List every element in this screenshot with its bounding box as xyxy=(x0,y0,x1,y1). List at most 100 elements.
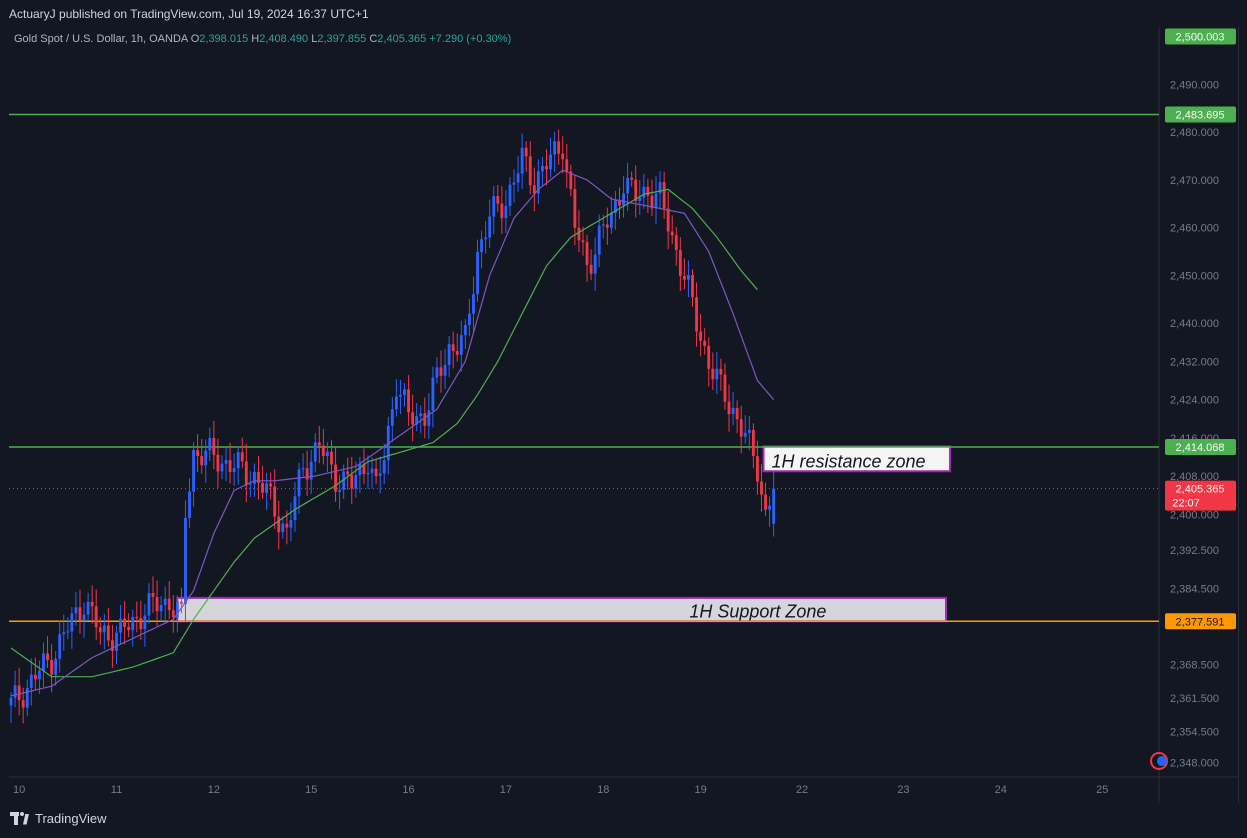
candle xyxy=(687,260,690,298)
candle-body xyxy=(463,324,467,336)
high-label: H xyxy=(251,33,260,45)
candle-body xyxy=(208,437,212,451)
candle-body xyxy=(240,452,244,462)
candle xyxy=(196,434,200,472)
candle xyxy=(159,596,163,622)
candle xyxy=(54,651,58,686)
candle-body xyxy=(439,367,443,376)
candle-body xyxy=(577,227,581,241)
candle-body xyxy=(204,450,208,466)
candle xyxy=(42,642,45,687)
candle xyxy=(658,171,662,208)
moving-average-fast xyxy=(10,169,775,697)
candle-body xyxy=(755,456,759,482)
candle xyxy=(90,585,94,624)
tradingview-logo-icon xyxy=(10,811,30,826)
candle-body xyxy=(46,653,49,661)
candle xyxy=(536,159,540,204)
candle-body xyxy=(98,627,102,633)
candle xyxy=(439,350,443,393)
chart-area[interactable]: 2,490.000 2,480.000 2,470.000 2,460.000 2,45… xyxy=(9,27,1239,803)
y-tick-label: 2,361.500 xyxy=(1170,693,1219,705)
candle-body xyxy=(13,685,17,698)
candle-body xyxy=(573,189,577,228)
candle xyxy=(488,199,492,249)
candle xyxy=(321,428,325,465)
candle xyxy=(119,604,122,645)
candle xyxy=(374,458,378,485)
candle xyxy=(293,482,297,532)
candle xyxy=(244,443,248,503)
candle-body xyxy=(650,195,654,209)
candle xyxy=(50,644,54,693)
candle xyxy=(585,234,589,282)
candle-body xyxy=(678,250,682,276)
candle xyxy=(74,592,78,626)
candle-body xyxy=(545,165,548,170)
price-badge-label: 2,483.695 xyxy=(1176,109,1225,121)
price-badge-bg xyxy=(1165,28,1236,45)
candle-body xyxy=(687,274,690,280)
candle xyxy=(427,393,431,439)
candle-body xyxy=(305,468,309,480)
candle-body xyxy=(751,429,755,457)
close-label: C xyxy=(369,33,378,45)
candle-body xyxy=(196,449,200,457)
candle-body xyxy=(370,468,374,473)
price-chart[interactable]: 2,490.000 2,480.000 2,470.000 2,460.000 2,45… xyxy=(9,27,1238,803)
candle xyxy=(476,239,479,302)
candle-body xyxy=(674,235,678,251)
candle xyxy=(171,595,175,633)
candle-body xyxy=(50,660,54,675)
candle xyxy=(451,331,455,369)
candle xyxy=(589,249,593,280)
candle xyxy=(403,383,406,407)
candle-body xyxy=(123,618,127,627)
y-tick-label: 2,432.000 xyxy=(1170,356,1219,368)
candle-body xyxy=(232,468,236,473)
candle xyxy=(25,679,29,717)
candle xyxy=(553,131,557,173)
tradingview-logo[interactable]: TradingView xyxy=(10,811,107,826)
candle-body xyxy=(557,141,561,154)
candle xyxy=(346,457,350,490)
candle xyxy=(634,165,638,218)
candle xyxy=(764,482,767,516)
candle-body xyxy=(711,368,715,380)
candle-body xyxy=(42,653,45,671)
y-tick-label: 2,368.500 xyxy=(1170,660,1219,672)
candle xyxy=(13,670,17,708)
candle xyxy=(455,333,459,362)
candle xyxy=(399,379,402,414)
candle-body xyxy=(29,674,33,688)
candle xyxy=(565,143,569,188)
y-tick-label: 2,450.000 xyxy=(1170,270,1219,282)
candle xyxy=(66,617,70,640)
candle xyxy=(695,282,698,347)
candle-body xyxy=(695,297,698,332)
candle xyxy=(362,448,366,485)
candle-body xyxy=(111,640,114,651)
candle-body xyxy=(764,494,767,510)
x-tick-label: 23 xyxy=(897,784,909,796)
candle-body xyxy=(346,471,350,475)
candle xyxy=(382,443,386,485)
candle xyxy=(317,425,321,464)
candle xyxy=(654,176,658,225)
candle-body xyxy=(581,240,585,243)
candle-body xyxy=(342,471,346,490)
candle xyxy=(62,614,66,651)
candle-body xyxy=(419,413,423,417)
candle xyxy=(338,474,342,510)
candle xyxy=(342,464,346,500)
y-tick-label: 2,440.000 xyxy=(1170,318,1219,330)
candle xyxy=(703,328,707,355)
candle-body xyxy=(184,517,187,604)
candle xyxy=(532,167,536,212)
candle-body xyxy=(70,613,74,632)
candle xyxy=(38,660,41,694)
candle xyxy=(313,433,317,473)
candle-body xyxy=(407,389,410,413)
candle-body xyxy=(293,496,297,521)
candle-body xyxy=(569,171,573,190)
